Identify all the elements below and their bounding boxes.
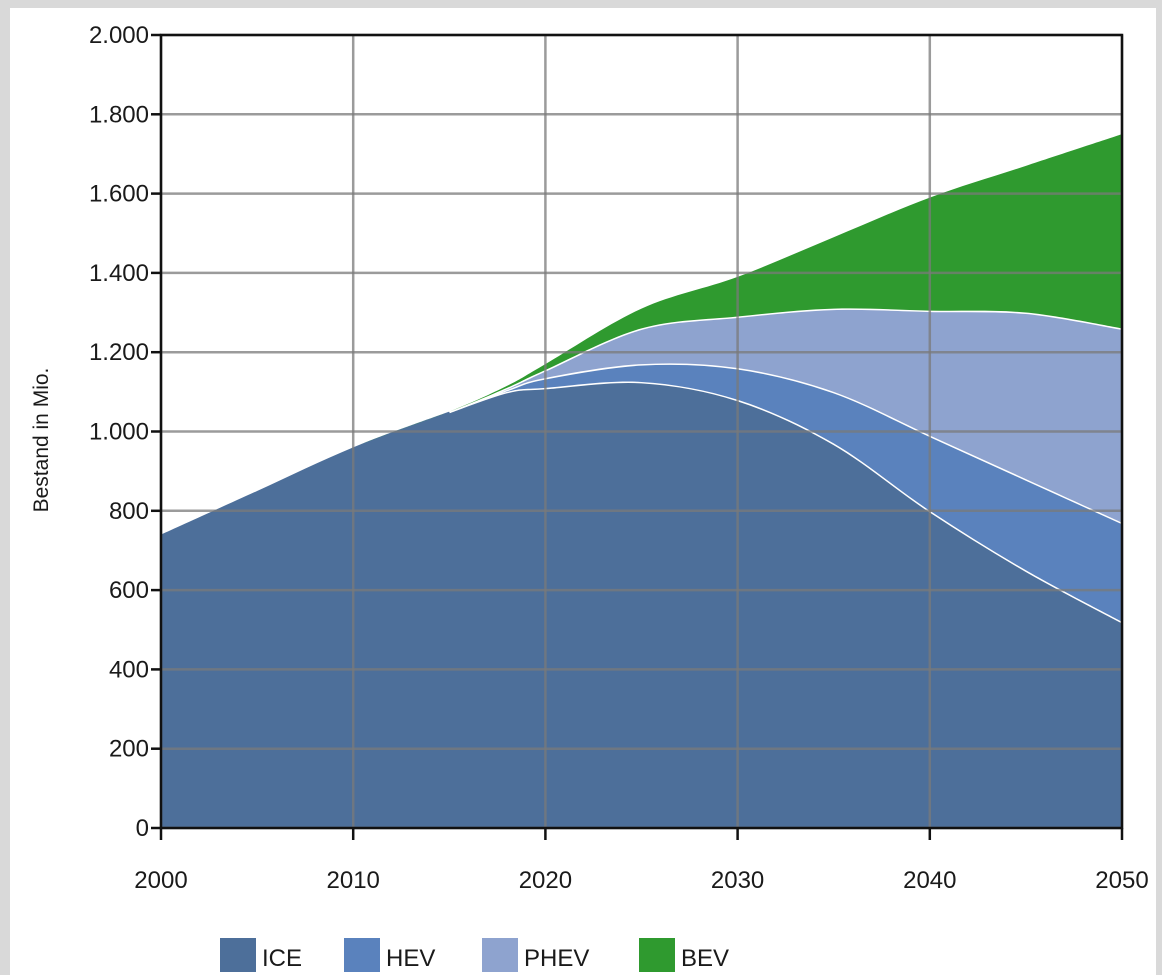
y-tick-label: 600 — [109, 577, 149, 604]
legend-item-bev: BEV — [639, 938, 729, 972]
y-tick-label: 400 — [109, 656, 149, 683]
area-bev — [161, 134, 1122, 535]
y-tick-label: 1.200 — [89, 339, 149, 366]
legend-swatch — [639, 938, 675, 972]
x-tick-label: 2040 — [903, 867, 956, 894]
legend-label: HEV — [386, 945, 435, 972]
x-tick-label: 2050 — [1095, 867, 1148, 894]
legend-swatch — [344, 938, 380, 972]
x-tick-label: 2000 — [134, 867, 187, 894]
legend: ICE HEV PHEV BEV — [220, 938, 729, 972]
legend-swatch — [220, 938, 256, 972]
legend-item-hev: HEV — [344, 938, 435, 972]
y-tick-label: 2.000 — [89, 22, 149, 49]
y-tick-label: 1.000 — [89, 419, 149, 446]
x-tick-label: 2010 — [327, 867, 380, 894]
legend-item-phev: PHEV — [482, 938, 589, 972]
area-layer — [161, 134, 1123, 828]
y-tick-label: 1.400 — [89, 260, 149, 287]
area-phev — [161, 308, 1122, 535]
legend-swatch — [482, 938, 518, 972]
legend-label: ICE — [262, 945, 302, 972]
area-ice — [161, 381, 1122, 828]
y-tick-label: 1.600 — [89, 181, 149, 208]
legend-label: BEV — [681, 945, 729, 972]
y-axis-label: Bestand in Mio. — [30, 368, 53, 513]
legend-item-ice: ICE — [220, 938, 302, 972]
x-tick-label: 2030 — [711, 867, 764, 894]
chart-frame: 0 200 400 600 800 1.000 1.200 1.400 1.600 1.800 2.… — [10, 8, 1156, 975]
y-tick-label: 200 — [109, 736, 149, 763]
y-tick-label: 0 — [136, 815, 149, 842]
area-hev — [161, 363, 1122, 622]
stacked-area-chart: 0 200 400 600 800 1.000 1.200 1.400 1.600 1.800 2.… — [30, 22, 1149, 972]
y-tick-label: 800 — [109, 498, 149, 525]
x-tick-label: 2020 — [519, 867, 572, 894]
y-tick-label: 1.800 — [89, 101, 149, 128]
axes-layer: 0 200 400 600 800 1.000 1.200 1.400 1.600 1.800 2.… — [89, 22, 1149, 894]
legend-label: PHEV — [524, 945, 589, 972]
